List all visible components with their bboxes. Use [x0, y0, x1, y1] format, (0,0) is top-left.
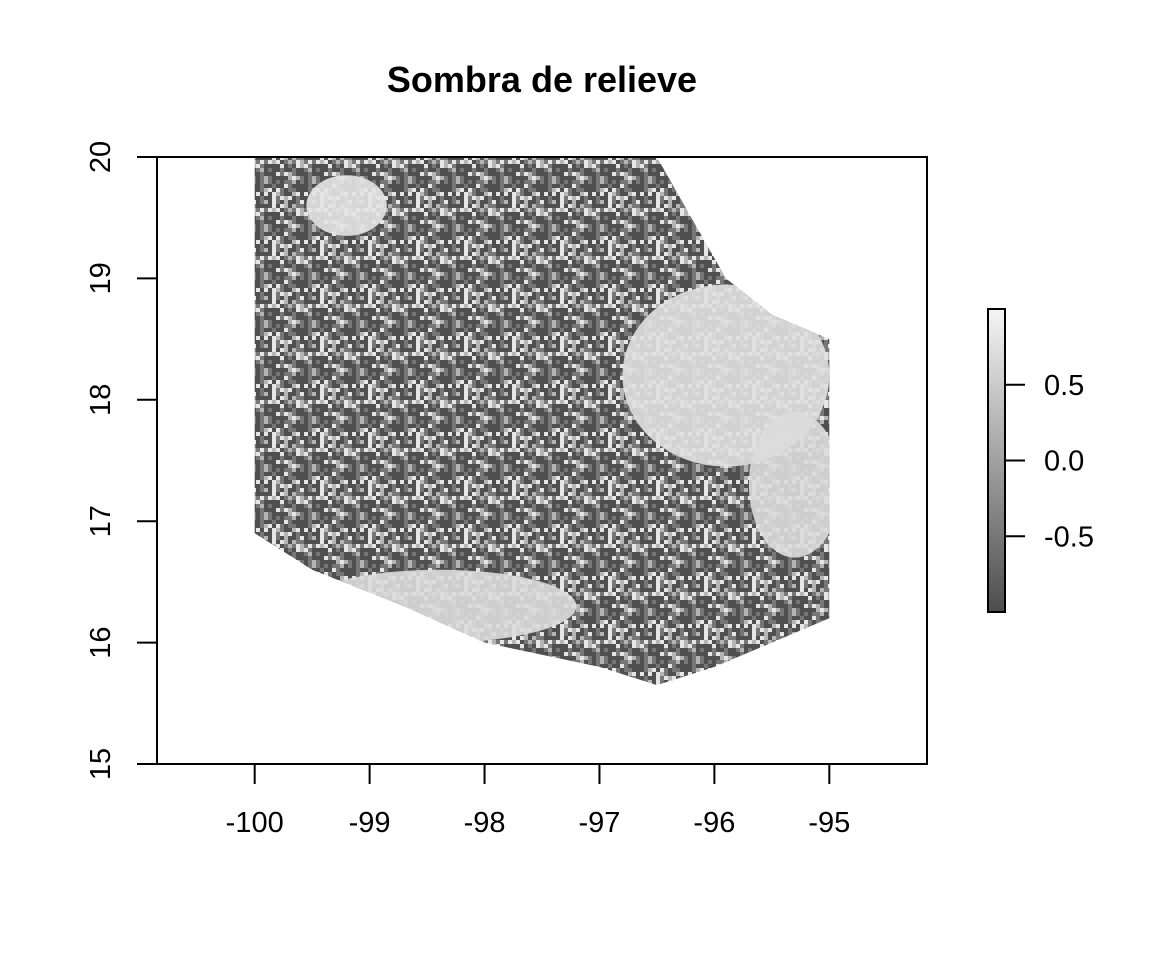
x-tick-label: -100: [226, 807, 284, 839]
hillshade-raster: [254, 157, 830, 686]
x-tick-label: -96: [693, 807, 735, 839]
y-tick-label: 16: [85, 626, 117, 658]
x-tick-label: -98: [464, 807, 506, 839]
y-tick-label: 19: [85, 262, 117, 294]
y-tick-label: 15: [85, 748, 117, 780]
x-axis: -100 -99 -98 -97 -96 -95: [226, 763, 850, 839]
chart-title: Sombra de relieve: [387, 59, 697, 100]
x-tick-label: -97: [579, 807, 621, 839]
colorbar-scale: [987, 308, 1006, 613]
smooth-zone-1: [748, 411, 830, 558]
colorbar-tick-label: 0.5: [1044, 370, 1084, 402]
x-tick-label: -95: [808, 807, 850, 839]
y-axis: 15 16 17 18 19 20: [85, 141, 158, 780]
raster-cells: [254, 157, 830, 686]
colorbar: 0.5 0.0 -0.5: [987, 308, 1094, 613]
smooth-zone-2: [300, 569, 577, 643]
y-tick-label: 20: [85, 141, 117, 173]
smooth-zone-3: [306, 175, 387, 236]
colorbar-tick-label: -0.5: [1044, 521, 1094, 553]
y-tick-label: 17: [85, 505, 117, 537]
y-tick-label: 18: [85, 384, 117, 416]
x-tick-label: -99: [349, 807, 391, 839]
colorbar-tick-label: 0.0: [1044, 446, 1084, 478]
